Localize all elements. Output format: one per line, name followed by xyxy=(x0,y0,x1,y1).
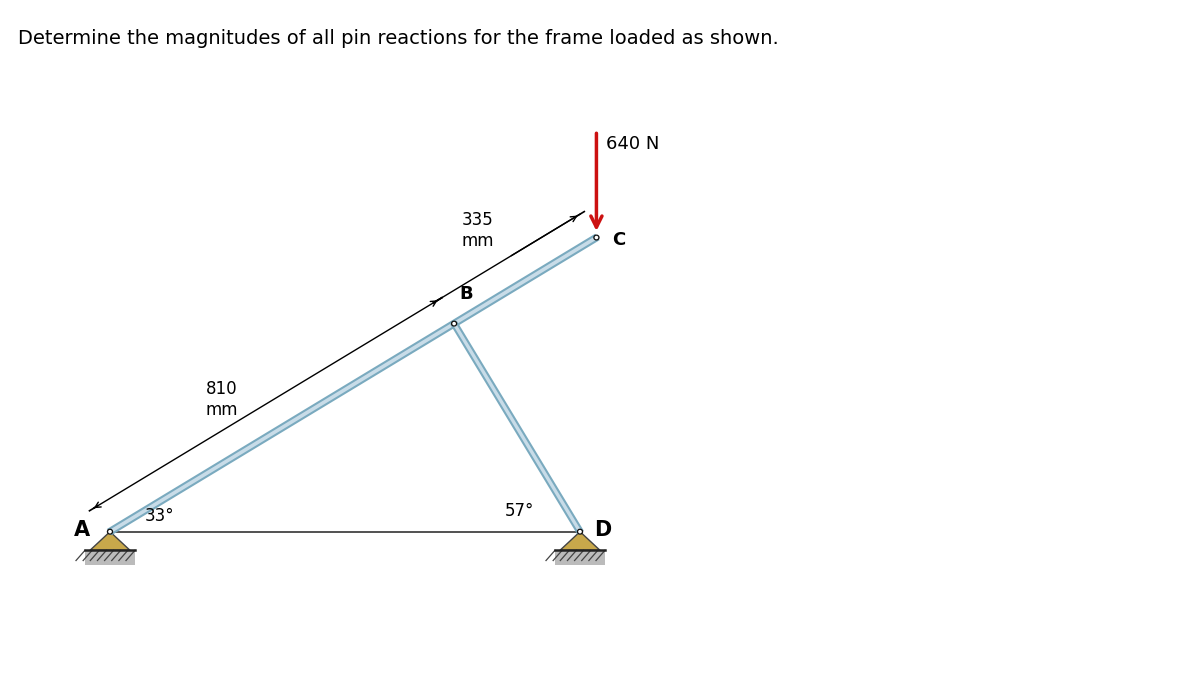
Text: 640 N: 640 N xyxy=(606,135,660,153)
Bar xyxy=(554,550,605,565)
Text: 335
mm: 335 mm xyxy=(462,211,494,249)
Text: Determine the magnitudes of all pin reactions for the frame loaded as shown.: Determine the magnitudes of all pin reac… xyxy=(18,29,779,48)
Circle shape xyxy=(594,235,599,240)
Polygon shape xyxy=(560,532,600,550)
Text: C: C xyxy=(612,231,625,249)
Text: D: D xyxy=(594,520,611,540)
Circle shape xyxy=(108,529,113,534)
Polygon shape xyxy=(451,322,582,533)
Circle shape xyxy=(577,529,582,534)
Polygon shape xyxy=(108,235,598,534)
Text: A: A xyxy=(74,520,90,540)
Text: 57°: 57° xyxy=(505,502,534,520)
Circle shape xyxy=(451,321,456,326)
Circle shape xyxy=(595,237,598,239)
Bar xyxy=(85,550,134,565)
Polygon shape xyxy=(90,532,130,550)
Circle shape xyxy=(578,531,581,533)
Text: B: B xyxy=(460,285,473,303)
Text: 33°: 33° xyxy=(145,507,175,525)
Text: 810
mm: 810 mm xyxy=(205,380,238,419)
Circle shape xyxy=(452,322,455,324)
Circle shape xyxy=(109,531,112,533)
